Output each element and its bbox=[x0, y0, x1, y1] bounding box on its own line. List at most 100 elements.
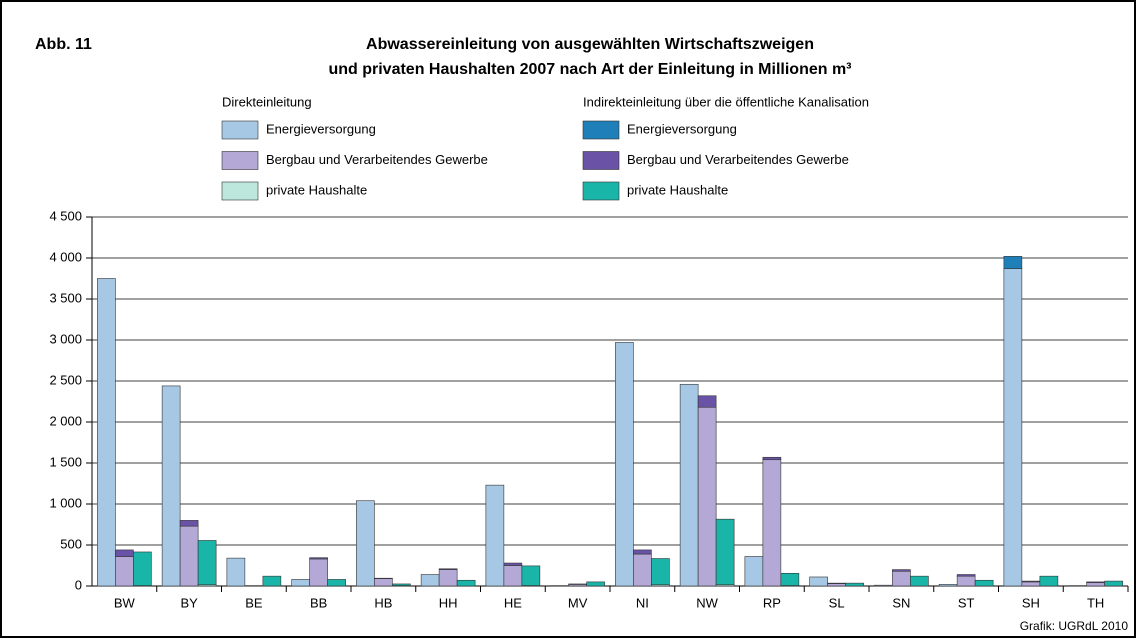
bar bbox=[651, 558, 670, 586]
chart-title: Abwassereinleitung von ausgewählten Wirt… bbox=[366, 36, 814, 53]
legend-label: Energieversorgung bbox=[266, 121, 376, 136]
bar bbox=[1086, 581, 1105, 584]
bar bbox=[697, 406, 717, 587]
bar bbox=[503, 565, 523, 587]
y-tick-label: 0 bbox=[75, 577, 82, 592]
bar bbox=[161, 385, 181, 587]
bar bbox=[374, 578, 393, 587]
bar bbox=[392, 583, 411, 586]
bar bbox=[327, 579, 346, 587]
x-tick-label: BY bbox=[180, 595, 198, 610]
bar bbox=[845, 582, 864, 587]
bar bbox=[1021, 580, 1041, 583]
x-tick-label: HE bbox=[504, 595, 522, 610]
chart-title: und privaten Haushalten 2007 nach Art de… bbox=[328, 61, 851, 78]
bar bbox=[1086, 582, 1105, 587]
bar bbox=[1039, 575, 1059, 587]
legend-swatch bbox=[221, 151, 259, 170]
bar bbox=[226, 557, 246, 587]
y-tick-label: 2 000 bbox=[49, 413, 82, 428]
x-tick-label: MV bbox=[568, 595, 588, 610]
x-tick-label: SL bbox=[829, 595, 845, 610]
x-tick-label: RP bbox=[763, 595, 781, 610]
bar bbox=[438, 568, 458, 570]
bar bbox=[420, 574, 440, 587]
y-tick-label: 1 000 bbox=[49, 495, 82, 510]
y-tick-label: 500 bbox=[60, 536, 82, 551]
bar bbox=[133, 551, 152, 586]
bar bbox=[780, 572, 800, 586]
bar bbox=[1104, 580, 1123, 587]
x-tick-label: BE bbox=[245, 595, 263, 610]
bar bbox=[456, 579, 476, 587]
x-tick-label: SH bbox=[1022, 595, 1040, 610]
bar bbox=[485, 484, 505, 587]
bar bbox=[1003, 256, 1023, 269]
bar bbox=[633, 549, 652, 555]
bar bbox=[97, 278, 116, 587]
bar bbox=[956, 575, 976, 587]
x-tick-label: NW bbox=[696, 595, 718, 610]
bar bbox=[309, 557, 328, 560]
x-tick-label: ST bbox=[958, 595, 975, 610]
bar bbox=[309, 558, 328, 587]
bar bbox=[438, 569, 458, 587]
figure-label: Abb. 11 bbox=[35, 36, 92, 53]
bar bbox=[291, 579, 310, 587]
bar bbox=[356, 500, 375, 587]
legend-swatch bbox=[221, 120, 259, 140]
y-tick-label: 4 000 bbox=[49, 249, 82, 264]
y-tick-label: 3 500 bbox=[49, 290, 82, 305]
y-tick-label: 3 000 bbox=[49, 331, 82, 346]
legend-swatch bbox=[582, 120, 620, 140]
x-tick-label: BW bbox=[114, 595, 136, 610]
x-tick-label: BB bbox=[310, 595, 327, 610]
bar bbox=[1003, 268, 1023, 587]
x-tick-label: TH bbox=[1087, 595, 1104, 610]
bar bbox=[892, 569, 911, 572]
x-tick-label: NI bbox=[636, 595, 649, 610]
bar bbox=[892, 570, 911, 587]
bar bbox=[679, 383, 699, 587]
bar bbox=[809, 576, 828, 587]
bar bbox=[956, 574, 976, 577]
y-tick-label: 2 500 bbox=[49, 372, 82, 387]
legend-label: Energieversorgung bbox=[627, 121, 737, 136]
bar bbox=[744, 556, 764, 587]
bar bbox=[762, 456, 782, 461]
bar bbox=[910, 575, 929, 587]
bar bbox=[1021, 581, 1041, 587]
legend-label: Bergbau und Verarbeitendes Gewerbe bbox=[627, 152, 849, 167]
bar bbox=[974, 579, 994, 587]
bar bbox=[615, 342, 634, 587]
bar bbox=[938, 584, 958, 587]
bar bbox=[521, 565, 541, 586]
bar bbox=[179, 520, 199, 527]
bar bbox=[115, 549, 134, 557]
bar bbox=[503, 562, 523, 566]
source: Grafik: UGRdL 2010 bbox=[1020, 619, 1129, 633]
x-tick-label: HB bbox=[374, 595, 392, 610]
legend-heading: Indirekteinleitung über die öffentliche … bbox=[583, 94, 869, 109]
y-tick-label: 1 500 bbox=[49, 454, 82, 469]
legend-label: Bergbau und Verarbeitendes Gewerbe bbox=[266, 152, 488, 167]
legend-swatch bbox=[582, 151, 620, 170]
bar bbox=[697, 395, 717, 408]
bar bbox=[179, 525, 199, 587]
legend-label: private Haushalte bbox=[266, 182, 367, 197]
bar bbox=[197, 540, 217, 586]
bar bbox=[874, 584, 893, 587]
bar bbox=[762, 459, 782, 587]
x-tick-label: HH bbox=[439, 595, 458, 610]
bar bbox=[262, 575, 282, 587]
legend-swatch bbox=[221, 181, 259, 201]
x-tick-label: SN bbox=[892, 595, 910, 610]
legend-swatch bbox=[582, 181, 620, 201]
legend-heading: Direkteinleitung bbox=[222, 94, 312, 109]
legend-label: private Haushalte bbox=[627, 182, 728, 197]
bar bbox=[586, 581, 605, 587]
bar bbox=[715, 518, 735, 586]
bar bbox=[115, 556, 134, 587]
